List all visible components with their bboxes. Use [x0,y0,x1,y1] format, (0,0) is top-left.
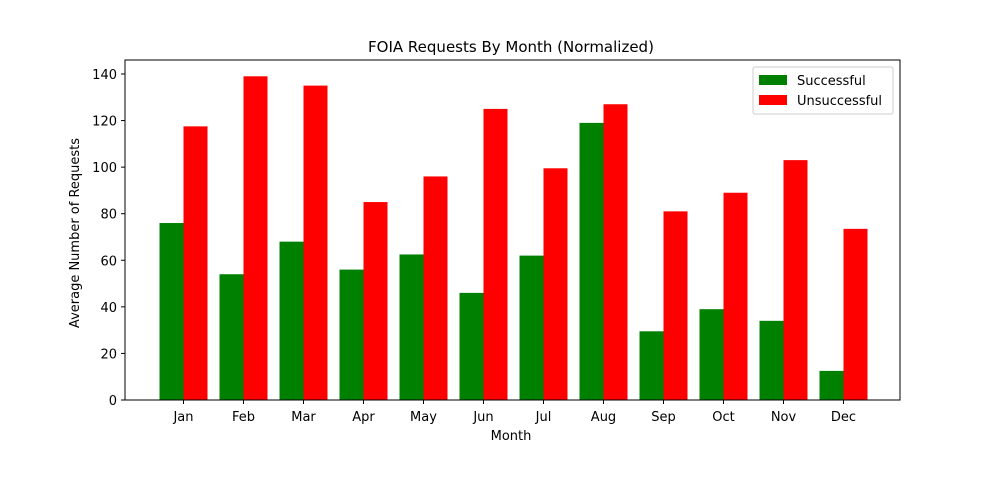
bar-successful-aug [579,122,604,400]
bar-unsuccessful-dec [843,228,868,400]
legend-label-unsuccessful: Unsuccessful [797,94,882,109]
bar-successful-nov [759,320,784,400]
y-tick-label: 140 [92,68,117,83]
bar-successful-feb [219,274,244,400]
bar-unsuccessful-oct [723,192,748,400]
bar-successful-jul [519,255,544,400]
x-tick-label: Oct [712,410,734,425]
y-tick-label: 120 [92,115,117,130]
bar-successful-dec [819,370,844,400]
bar-unsuccessful-jul [543,168,568,400]
legend-swatch-unsuccessful [759,95,787,105]
y-tick-label: 0 [109,394,117,409]
legend-box [752,66,894,115]
legend-swatch-successful [759,75,787,85]
chart-title: FOIA Requests By Month (Normalized) [368,38,654,56]
bar-successful-sep [639,331,664,400]
bar-unsuccessful-jan [183,126,208,400]
y-tick-label: 40 [100,301,117,316]
x-tick-label: Apr [352,410,375,425]
x-tick-label: Sep [651,410,676,425]
x-tick-label: Dec [831,410,856,425]
y-tick-label: 60 [100,254,117,269]
bar-unsuccessful-aug [603,104,628,400]
x-axis-label: Month [491,429,532,444]
x-tick-label: Feb [232,410,255,425]
plot-frame [124,59,901,401]
legend-label-successful: Successful [797,74,866,89]
bar-unsuccessful-may [423,176,448,400]
bar-successful-apr [339,269,364,400]
y-tick-label: 100 [92,161,117,176]
x-tick-label: May [410,410,437,425]
bar-unsuccessful-nov [783,160,808,400]
y-tick-label: 20 [100,347,117,362]
bar-unsuccessful-jun [483,108,508,400]
bar-unsuccessful-feb [243,76,268,401]
bar-successful-jun [459,292,484,400]
bar-successful-oct [699,309,724,400]
y-axis-label: Average Number of Requests [68,138,83,328]
bar-unsuccessful-sep [663,211,688,400]
x-tick-label: Jun [472,410,493,425]
bar-successful-mar [279,241,304,400]
x-tick-label: Jul [535,410,552,425]
bar-successful-may [399,254,424,400]
x-tick-label: Nov [771,410,797,425]
legend: Successful Unsuccessful [752,66,894,115]
bar-successful-jan [159,223,184,400]
x-tick-label: Jan [172,410,193,425]
bar-unsuccessful-apr [363,202,388,400]
x-tick-label: Mar [291,410,316,425]
plot-area: Jan Feb Mar Apr May Jun Jul Aug Sep Oct Nov Dec 0 20 4… [92,59,901,425]
bar-unsuccessful-mar [303,85,328,400]
x-tick-label: Aug [591,410,616,425]
y-tick-label: 80 [100,208,117,223]
